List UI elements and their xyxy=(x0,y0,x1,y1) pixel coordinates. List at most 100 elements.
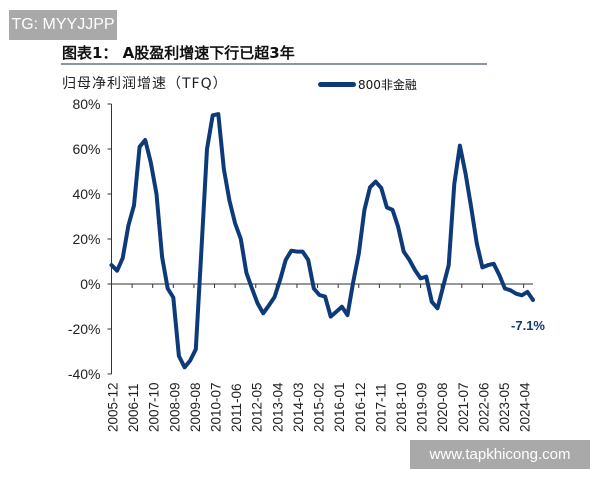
data-point xyxy=(262,312,264,314)
data-point xyxy=(487,264,489,266)
data-point xyxy=(189,360,191,361)
data-point xyxy=(453,183,455,185)
data-point xyxy=(234,222,236,224)
series-line-800 xyxy=(109,112,535,370)
data-point xyxy=(465,173,467,175)
end-value-label: -7.1% xyxy=(511,318,545,333)
x-tick-label: 2016-12 xyxy=(353,382,368,432)
data-point xyxy=(251,288,253,289)
data-point xyxy=(408,259,410,261)
data-point xyxy=(139,146,141,148)
chart-title: 图表1： A股盈利增速下行已超3年 xyxy=(62,44,295,62)
data-point xyxy=(200,249,202,251)
data-point xyxy=(420,277,422,279)
data-point xyxy=(212,114,214,116)
data-point xyxy=(144,139,146,141)
data-point xyxy=(386,207,388,208)
y-tick-label: 0% xyxy=(80,276,100,292)
data-point xyxy=(459,145,461,147)
data-point xyxy=(184,366,186,368)
x-tick-label: 2009-08 xyxy=(188,382,203,432)
data-point xyxy=(442,286,444,288)
data-point xyxy=(195,348,197,350)
data-point xyxy=(431,301,433,303)
data-point xyxy=(347,314,349,316)
data-point xyxy=(392,209,393,211)
data-point xyxy=(532,299,534,301)
data-point xyxy=(172,297,174,298)
x-tick-label: 2018-10 xyxy=(394,382,409,432)
data-point xyxy=(358,253,360,255)
legend-label: 800非金融 xyxy=(358,78,417,92)
tg-badge: TG: MYYJJPP xyxy=(9,10,117,40)
data-point xyxy=(448,264,450,266)
data-point xyxy=(318,294,320,296)
data-point xyxy=(161,256,163,258)
chart-subtitle: 归母净利润增速（TFQ） xyxy=(62,76,228,92)
data-point xyxy=(229,200,231,202)
data-point xyxy=(335,311,337,313)
legend-swatch xyxy=(318,82,356,87)
data-point xyxy=(313,288,315,289)
data-point xyxy=(481,266,483,268)
x-tick-label: 2014-03 xyxy=(291,382,306,432)
data-point xyxy=(245,272,247,274)
data-point xyxy=(223,168,225,170)
data-point xyxy=(116,270,118,272)
data-point xyxy=(476,243,478,244)
y-tick-label: 20% xyxy=(72,231,100,247)
data-point xyxy=(167,288,169,289)
x-tick-label: 2013-04 xyxy=(270,382,285,432)
data-point xyxy=(257,302,259,304)
y-tick-label: 80% xyxy=(72,96,100,112)
data-point xyxy=(279,279,281,281)
data-point xyxy=(330,316,332,318)
data-point xyxy=(307,259,309,261)
x-tick-label: 2017-11 xyxy=(373,383,388,432)
watermark: www.tapkhicong.com xyxy=(410,440,590,469)
legend: 800非金融 xyxy=(318,76,417,93)
x-tick-label: 2016-01 xyxy=(332,382,347,432)
data-point xyxy=(150,162,152,163)
data-point xyxy=(380,187,382,189)
x-tick-label: 2019-09 xyxy=(415,382,430,432)
y-tick-label: 40% xyxy=(72,186,100,202)
data-point xyxy=(504,288,506,289)
data-point xyxy=(341,306,343,308)
y-tick-label: -40% xyxy=(68,366,101,382)
x-tick-label: 2011-06 xyxy=(229,383,244,432)
x-tick-label: 2005-12 xyxy=(106,382,121,432)
x-tick-label: 2006-11 xyxy=(126,383,141,432)
title-divider xyxy=(61,63,487,65)
data-point xyxy=(470,207,472,208)
data-point xyxy=(369,186,371,188)
x-tick-label: 2010-07 xyxy=(209,382,224,432)
data-point xyxy=(155,193,157,195)
data-point xyxy=(493,263,495,265)
data-point xyxy=(425,276,427,278)
data-point xyxy=(268,304,270,306)
data-point xyxy=(515,293,517,295)
data-point xyxy=(414,269,416,271)
y-tick-label: -20% xyxy=(68,321,101,337)
x-tick-label: 2023-05 xyxy=(497,382,512,432)
data-point xyxy=(510,289,512,291)
x-tick-label: 2022-06 xyxy=(476,382,491,432)
data-point xyxy=(273,296,275,298)
data-point xyxy=(206,148,208,150)
data-point xyxy=(436,307,438,309)
data-point xyxy=(324,296,326,298)
data-point xyxy=(363,209,365,211)
data-point xyxy=(290,250,292,252)
data-point xyxy=(285,259,287,261)
data-point xyxy=(296,251,298,253)
data-point xyxy=(375,181,377,183)
data-point xyxy=(521,294,523,296)
x-tick-label: 2020-08 xyxy=(435,382,450,432)
x-tick-label: 2008-09 xyxy=(167,382,182,432)
data-point xyxy=(397,226,399,228)
x-tick-label: 2021-07 xyxy=(456,382,471,432)
data-point xyxy=(217,113,219,115)
data-point xyxy=(111,264,112,266)
